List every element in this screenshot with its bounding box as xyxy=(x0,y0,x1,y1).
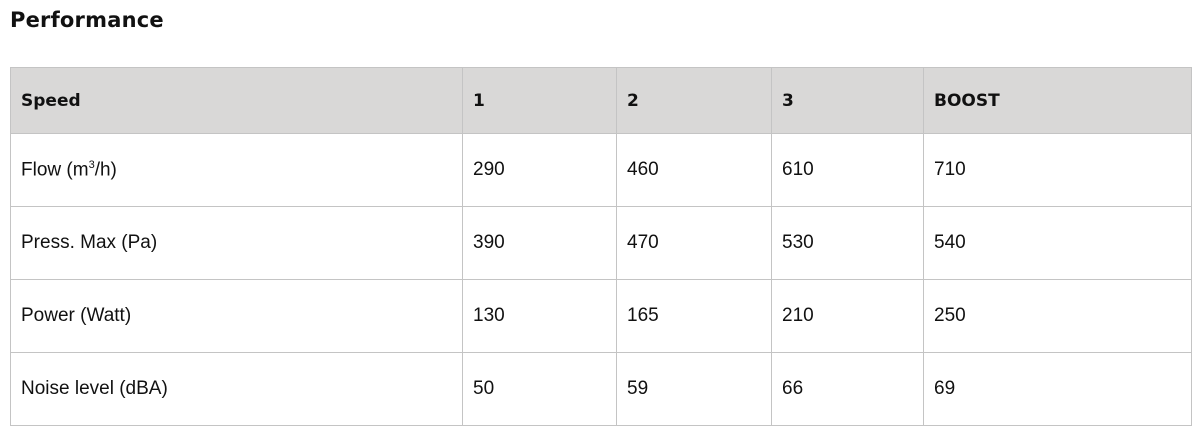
column-header: Speed xyxy=(10,67,463,134)
column-header: 3 xyxy=(771,67,924,134)
table-cell: 460 xyxy=(616,133,772,207)
table-cell: 210 xyxy=(771,279,924,353)
table-cell: 130 xyxy=(462,279,617,353)
table-row: Noise level (dBA) 50 59 66 69 xyxy=(10,352,1192,426)
row-label: Power (Watt) xyxy=(10,279,463,353)
row-label: Press. Max (Pa) xyxy=(10,206,463,280)
table-cell: 530 xyxy=(771,206,924,280)
row-label-tail: /h) xyxy=(94,159,117,181)
column-header: 1 xyxy=(462,67,617,134)
table-cell: 390 xyxy=(462,206,617,280)
row-label: Noise level (dBA) xyxy=(10,352,463,426)
row-label-text: Noise level (dBA) xyxy=(21,378,168,399)
table-cell: 165 xyxy=(616,279,772,353)
row-label-text: Press. Max (Pa) xyxy=(21,232,158,253)
table-row: Power (Watt) 130 165 210 250 xyxy=(10,279,1192,353)
table-row: Flow (m3/h) 290 460 610 710 xyxy=(10,133,1192,207)
table-cell: 710 xyxy=(923,133,1192,207)
table-cell: 66 xyxy=(771,352,924,426)
table-cell: 69 xyxy=(923,352,1192,426)
performance-table: Speed 1 2 3 BOOST Flow (m3/h) 290 460 610 710 Pre… xyxy=(10,67,1192,426)
table-cell: 290 xyxy=(462,133,617,207)
superscript: 3 xyxy=(88,158,95,171)
row-label-text: Power (Watt) xyxy=(21,305,132,326)
column-header: BOOST xyxy=(923,67,1192,134)
table-row: Press. Max (Pa) 390 470 530 540 xyxy=(10,206,1192,280)
table-cell: 50 xyxy=(462,352,617,426)
row-label-text: Flow (m xyxy=(21,159,89,181)
header-row: Speed 1 2 3 BOOST xyxy=(10,67,1192,134)
table-cell: 540 xyxy=(923,206,1192,280)
table-cell: 470 xyxy=(616,206,772,280)
table-cell: 250 xyxy=(923,279,1192,353)
table-cell: 610 xyxy=(771,133,924,207)
table-cell: 59 xyxy=(616,352,772,426)
row-label: Flow (m3/h) xyxy=(10,133,463,207)
column-header: 2 xyxy=(616,67,772,134)
section-title: Performance xyxy=(10,8,164,32)
